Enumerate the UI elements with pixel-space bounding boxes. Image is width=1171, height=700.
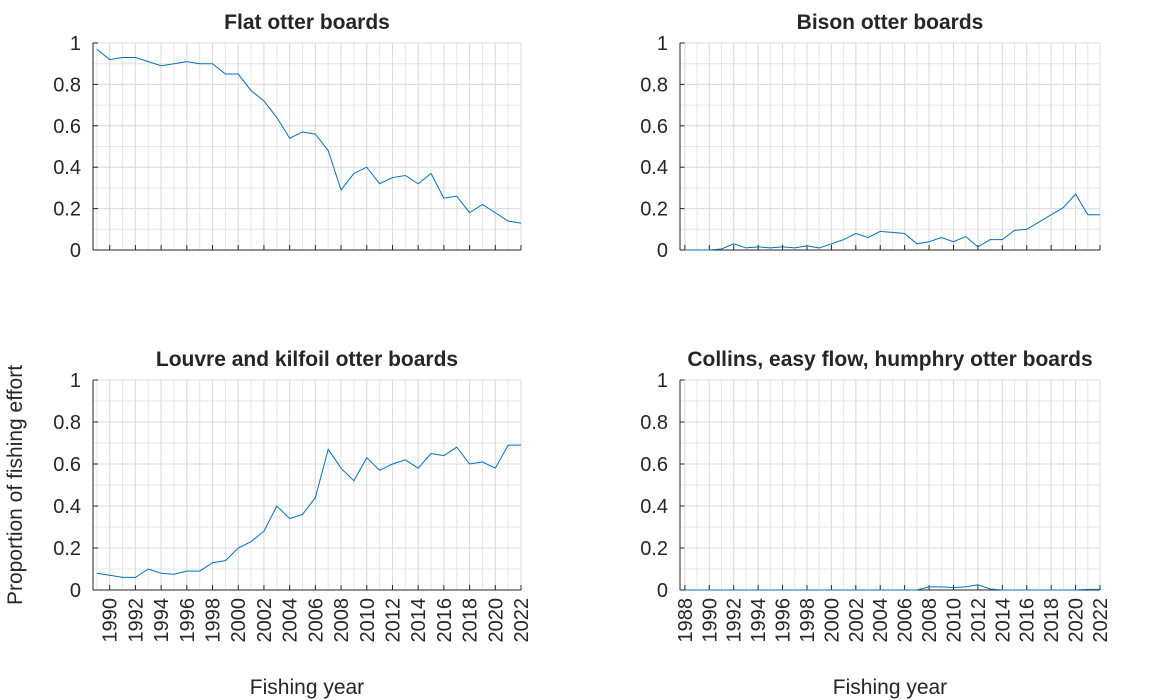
x-tick-label: 2018 <box>1041 598 1063 643</box>
x-tick-label: 1994 <box>748 598 770 643</box>
y-tick-label: 1 <box>70 33 81 55</box>
x-tick-label: 2020 <box>485 598 507 643</box>
y-tick-label: 1 <box>657 33 668 55</box>
y-tick-label: 0.4 <box>640 157 668 179</box>
x-tick-label: 2004 <box>870 598 892 643</box>
y-tick-label: 0.4 <box>53 496 81 518</box>
x-tick-label: 1994 <box>151 598 173 643</box>
x-axis-label: Fishing year <box>250 676 364 699</box>
x-tick-label: 2012 <box>968 598 990 643</box>
x-tick-label: 1992 <box>724 598 746 643</box>
x-tick-label: 2006 <box>895 598 917 643</box>
y-tick-label: 0.8 <box>640 412 668 434</box>
data-line <box>96 48 522 224</box>
x-tick-label: 2016 <box>434 598 456 643</box>
x-tick-label: 2002 <box>846 598 868 643</box>
chart-title: Flat otter boards <box>224 11 390 34</box>
y-tick-label: 0.8 <box>53 74 81 96</box>
x-tick-label: 1988 <box>675 598 697 643</box>
y-tick-label: 0.8 <box>640 74 668 96</box>
y-tick-label: 0.6 <box>640 116 668 138</box>
y-tick-label: 0.2 <box>53 538 81 560</box>
x-tick-label: 1996 <box>773 598 795 643</box>
x-axis-label: Fishing year <box>833 676 947 699</box>
data-line <box>96 444 521 578</box>
x-tick-label: 2000 <box>228 598 250 643</box>
x-tick-label: 2020 <box>1066 598 1088 643</box>
y-tick-label: 0.2 <box>640 538 668 560</box>
y-tick-label: 0 <box>70 240 81 262</box>
x-tick-label: 2010 <box>943 598 965 643</box>
y-tick-label: 0.2 <box>640 199 668 221</box>
chart-title: Bison otter boards <box>797 11 984 34</box>
x-tick-label: 1990 <box>100 598 122 643</box>
y-tick-label: 0.8 <box>53 412 81 434</box>
x-tick-label: 1998 <box>203 598 225 643</box>
y-tick-label: 1 <box>657 370 668 392</box>
data-line <box>684 193 1100 251</box>
x-tick-label: 2012 <box>382 598 404 643</box>
data-line <box>684 584 1100 591</box>
x-tick-label: 2006 <box>305 598 327 643</box>
x-tick-label: 2010 <box>357 598 379 643</box>
y-tick-label: 0.6 <box>640 454 668 476</box>
x-tick-label: 2008 <box>919 598 941 643</box>
y-tick-label: 0 <box>657 240 668 262</box>
x-tick-label: 2014 <box>408 598 430 643</box>
y-axis-label: Proportion of fishing effort <box>4 365 27 605</box>
chart-title: Louvre and kilfoil otter boards <box>156 348 458 371</box>
x-tick-label: 1998 <box>797 598 819 643</box>
chart-title: Collins, easy flow, humphry otter boards <box>687 348 1092 371</box>
y-tick-label: 0 <box>70 580 81 602</box>
y-tick-label: 1 <box>70 370 81 392</box>
y-tick-label: 0.4 <box>53 157 81 179</box>
x-tick-label: 1996 <box>177 598 199 643</box>
x-tick-label: 2014 <box>992 598 1014 643</box>
y-tick-label: 0.2 <box>53 199 81 221</box>
x-tick-label: 2016 <box>1017 598 1039 643</box>
x-tick-label: 2000 <box>821 598 843 643</box>
x-tick-label: 1990 <box>699 598 721 643</box>
x-tick-label: 2002 <box>254 598 276 643</box>
y-tick-label: 0 <box>657 580 668 602</box>
x-tick-label: 2022 <box>1090 598 1112 643</box>
y-tick-label: 0.6 <box>53 116 81 138</box>
y-tick-label: 0.6 <box>53 454 81 476</box>
x-tick-label: 2004 <box>280 598 302 643</box>
x-tick-label: 1992 <box>125 598 147 643</box>
y-tick-label: 0.4 <box>640 496 668 518</box>
x-tick-label: 2022 <box>511 598 533 643</box>
x-tick-label: 2018 <box>460 598 482 643</box>
x-tick-label: 2008 <box>331 598 353 643</box>
